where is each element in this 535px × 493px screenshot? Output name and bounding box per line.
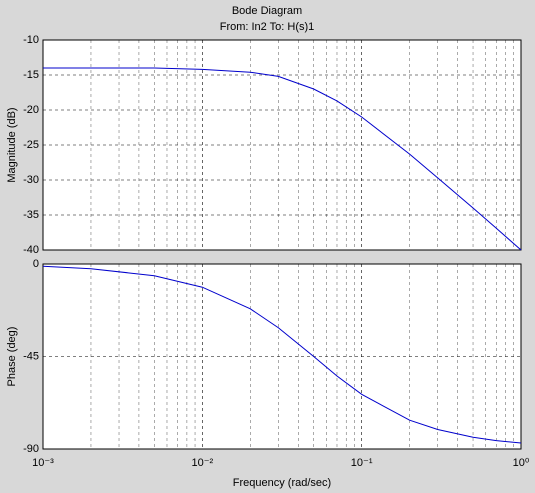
axes-frame [42, 39, 522, 251]
y-tick-label: -10 [23, 34, 39, 46]
y-tick-label: -20 [23, 104, 39, 116]
y-tick-label: -40 [23, 244, 39, 256]
axes-frame [42, 263, 522, 450]
y-axis-label: Phase (deg) [6, 327, 18, 387]
plot-area [43, 264, 521, 449]
plot-area [43, 40, 521, 250]
chart-title: Bode Diagram [232, 5, 302, 17]
y-tick-label: -45 [23, 350, 39, 362]
response-line [43, 67, 522, 251]
x-axis-label: Frequency (rad/sec) [233, 477, 331, 489]
y-tick-label: -25 [23, 139, 39, 151]
x-tick-label: 10⁻³ [32, 457, 54, 469]
x-tick-label: 10⁻² [191, 457, 213, 469]
x-tick-label: 10⁻¹ [351, 457, 373, 469]
y-tick-label: -35 [23, 209, 39, 221]
y-tick-label: 0 [33, 258, 39, 270]
y-tick-label: -30 [23, 174, 39, 186]
y-tick-label: -90 [23, 443, 39, 455]
chart-subtitle: From: In2 To: H(s)1 [220, 21, 315, 33]
x-tick-label: 10⁰ [513, 457, 530, 469]
response-line [42, 265, 522, 444]
y-tick-label: -15 [23, 69, 39, 81]
y-axis-label: Magnitude (dB) [6, 107, 18, 182]
